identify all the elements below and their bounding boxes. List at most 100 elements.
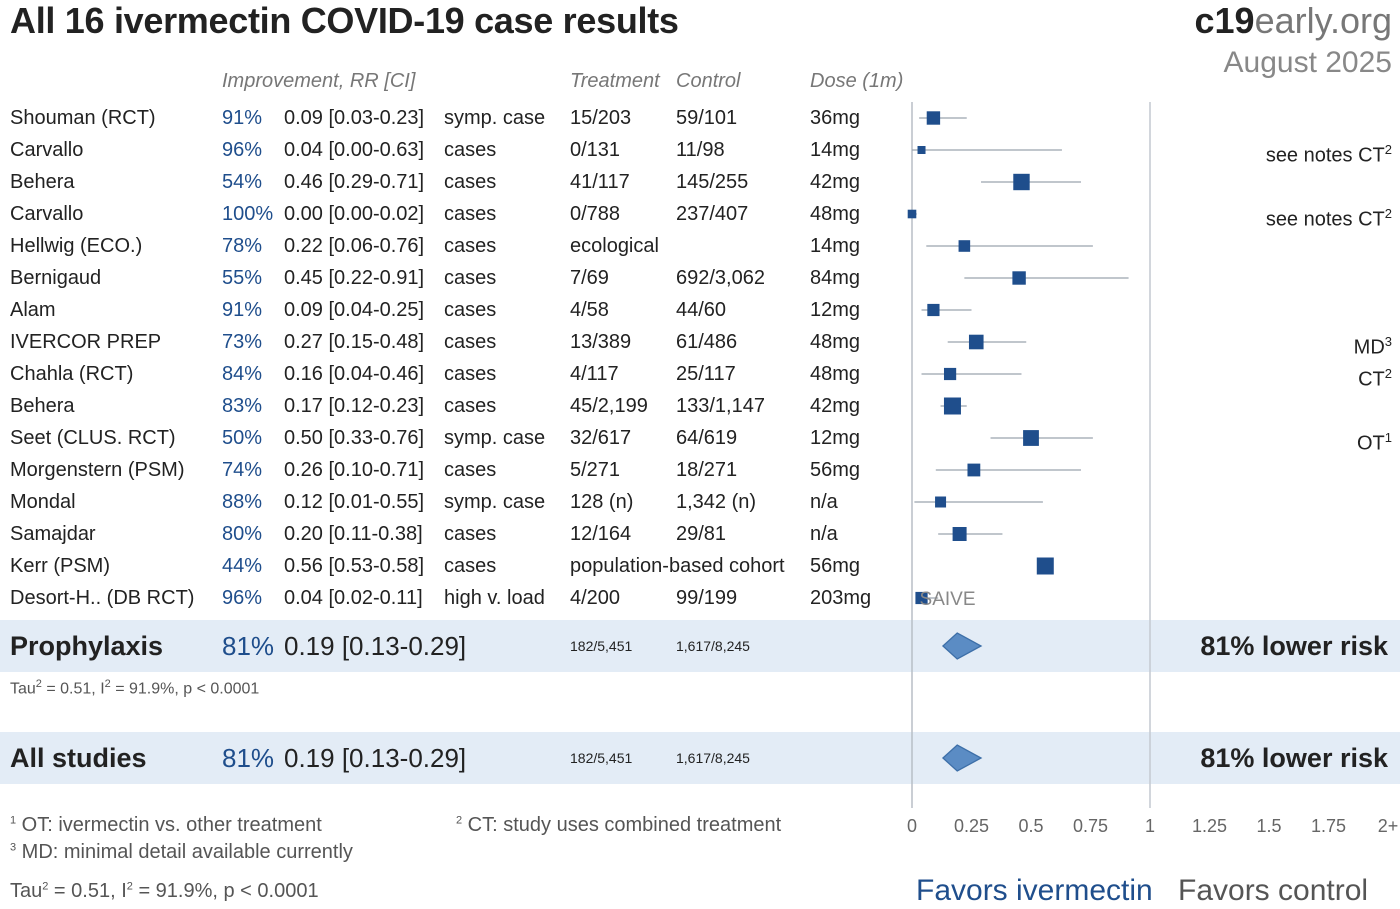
study-treatment: population-based cohort <box>570 555 785 577</box>
date-label: August 2025 <box>1223 46 1392 79</box>
axis-tick-label: 1.5 <box>1256 816 1281 836</box>
study-outcome: symp. case <box>444 427 546 449</box>
study-name: Carvallo <box>10 139 84 161</box>
footnote-ct: 2 CT: study uses combined treatment <box>456 814 782 836</box>
study-improvement: 55% <box>222 267 263 289</box>
study-outcome: cases <box>444 299 497 321</box>
study-outcome: cases <box>444 363 497 385</box>
axis-tick-label: 0.25 <box>954 816 989 836</box>
study-improvement: 50% <box>222 427 263 449</box>
study-rr: 0.26 [0.10-0.71] <box>284 459 425 481</box>
study-improvement: 91% <box>222 107 263 129</box>
study-control: 237/407 <box>676 203 749 225</box>
study-treatment: 45/2,199 <box>570 395 648 417</box>
study-name: IVERCOR PREP <box>10 331 162 353</box>
table-row: IVERCOR PREP 73% 0.27 [0.15-0.48] cases 13/3… <box>0 326 1400 359</box>
effect-marker <box>1023 430 1039 446</box>
study-name: Hellwig (ECO.) <box>10 235 143 257</box>
summary-improvement: 81% <box>222 631 275 661</box>
summary-risk: 81% lower risk <box>1200 743 1388 773</box>
study-improvement: 83% <box>222 395 263 417</box>
study-control: 145/255 <box>676 171 749 193</box>
study-treatment: 4/117 <box>570 363 619 385</box>
study-name: Shouman (RCT) <box>10 107 156 129</box>
study-improvement: 100% <box>222 203 274 225</box>
study-improvement: 74% <box>222 459 263 481</box>
study-outcome: cases <box>444 331 497 353</box>
axis-tick-label: 1.75 <box>1311 816 1346 836</box>
study-outcome: cases <box>444 395 497 417</box>
brand-part2: early <box>1254 0 1330 41</box>
table-row: Behera 83% 0.17 [0.12-0.23] cases 45/2,199 13… <box>0 390 1400 422</box>
study-name: Chahla (RCT) <box>10 363 134 385</box>
study-name: Morgenstern (PSM) <box>10 459 185 481</box>
effect-marker <box>1036 557 1054 575</box>
axis-tick-label: 1.25 <box>1192 816 1227 836</box>
study-dose: 84mg <box>810 267 861 289</box>
study-outcome: high v. load <box>444 587 545 609</box>
study-name: Kerr (PSM) <box>10 555 110 577</box>
table-row: Seet (CLUS. RCT) 50% 0.50 [0.33-0.76] symp.… <box>0 422 1400 455</box>
study-note: MD3 <box>1353 334 1392 359</box>
summary-treatment: 182/5,451 <box>570 750 633 766</box>
effect-marker <box>968 334 984 350</box>
study-name: Samajdar <box>10 523 96 545</box>
study-treatment: 128 (n) <box>570 491 634 513</box>
study-name: Behera <box>10 395 75 417</box>
study-rr: 0.04 [0.02-0.11] <box>284 587 423 609</box>
study-improvement: 54% <box>222 171 263 193</box>
brand-part3: .org <box>1329 0 1392 41</box>
study-improvement: 88% <box>222 491 263 513</box>
study-improvement: 84% <box>222 363 263 385</box>
brand-logo[interactable]: c19early.org <box>1195 0 1392 42</box>
effect-marker <box>943 397 961 415</box>
study-rr: 0.09 [0.04-0.25] <box>284 299 425 321</box>
study-rr: 0.04 [0.00-0.63] <box>284 139 425 161</box>
summary-band-all <box>0 732 1400 784</box>
study-rr: 0.27 [0.15-0.48] <box>284 331 425 353</box>
table-row: Carvallo 100% 0.00 [0.00-0.02] cases 0/788 23… <box>0 198 1400 231</box>
axis-tick-label: 0.75 <box>1073 816 1108 836</box>
study-control: 11/98 <box>676 139 725 161</box>
study-dose: 48mg <box>810 203 861 225</box>
study-note: OT1 <box>1356 430 1392 455</box>
study-dose: 203mg <box>810 587 872 609</box>
study-treatment: 4/58 <box>570 299 609 321</box>
summary-control: 1,617/8,245 <box>676 638 750 654</box>
effect-marker <box>958 240 971 252</box>
table-row: Behera 54% 0.46 [0.29-0.71] cases 41/117 145/… <box>0 166 1400 198</box>
study-outcome: cases <box>444 555 497 577</box>
study-control: 133/1,147 <box>676 395 765 417</box>
study-outcome: cases <box>444 235 497 257</box>
study-rr: 0.22 [0.06-0.76] <box>284 235 425 257</box>
study-improvement: 96% <box>222 139 263 161</box>
study-outcome: symp. case <box>444 107 546 129</box>
study-rr: 0.56 [0.53-0.58] <box>284 555 425 577</box>
study-name: Seet (CLUS. RCT) <box>10 427 176 449</box>
study-control: 44/60 <box>676 299 727 321</box>
study-name: Mondal <box>10 491 76 513</box>
study-control: 692/3,062 <box>676 267 765 289</box>
study-control: 25/117 <box>676 363 736 385</box>
study-treatment: 12/164 <box>570 523 632 545</box>
effect-marker <box>907 209 917 219</box>
header-treatment: Treatment <box>570 70 660 92</box>
study-dose: 48mg <box>810 331 861 353</box>
study-control: 59/101 <box>676 107 738 129</box>
study-improvement: 78% <box>222 235 263 257</box>
study-rr: 0.20 [0.11-0.38] <box>284 523 423 545</box>
study-rr: 0.50 [0.33-0.76] <box>284 427 425 449</box>
study-improvement: 80% <box>222 523 263 545</box>
header-improvement: Improvement, RR [CI] <box>222 70 416 92</box>
heterogeneity-stats-small: Tau2 = 0.51, I2 = 91.9%, p < 0.0001 <box>10 678 260 698</box>
study-name: Carvallo <box>10 203 84 225</box>
study-rr: 0.46 [0.29-0.71] <box>284 171 425 193</box>
effect-marker <box>967 463 981 477</box>
study-dose: 36mg <box>810 107 861 129</box>
summary-diamond <box>941 632 983 660</box>
study-improvement: 73% <box>222 331 263 353</box>
effect-marker <box>943 367 957 381</box>
summary-row-all-studies: All studies 81% 0.19 [0.13-0.29] 182/5,4… <box>0 732 1400 784</box>
study-treatment: ecological <box>570 235 659 257</box>
study-rr: 0.09 [0.03-0.23] <box>284 107 425 129</box>
